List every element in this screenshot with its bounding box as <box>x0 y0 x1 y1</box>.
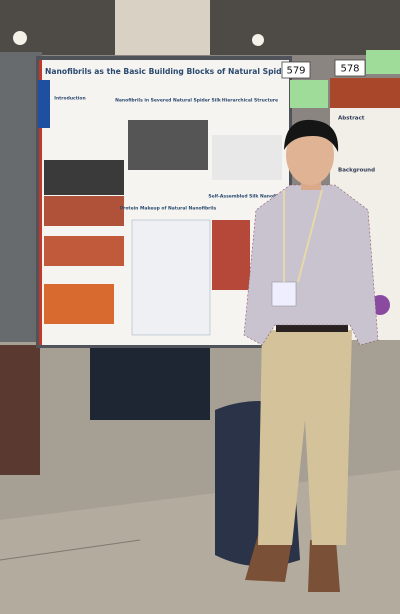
lanyard <box>283 189 323 283</box>
poster-figure <box>44 160 124 195</box>
poster-section-title: Protein Makeup of Natural Nanofibrils <box>120 206 217 212</box>
ribbon <box>38 80 50 128</box>
board-number-text: 579 <box>286 66 305 77</box>
sticky-note <box>290 80 328 108</box>
poster-plot <box>131 219 211 336</box>
left-board <box>0 52 42 342</box>
poster-section-title: Hierarchical Structure <box>222 98 278 104</box>
sticky-note <box>366 50 400 74</box>
shirt <box>244 185 378 345</box>
board-number <box>334 59 366 77</box>
poster-title: Nanofibrils as the Basic Building Blocks… <box>45 67 310 76</box>
floor-crack <box>0 539 141 561</box>
right-section: Abstract <box>338 116 365 122</box>
poster-figure <box>212 220 250 290</box>
right-section: Background <box>338 168 375 174</box>
ceiling-light <box>13 31 27 45</box>
board-number-text: 578 <box>340 64 359 75</box>
poster-figure <box>44 196 124 226</box>
hair <box>284 119 339 152</box>
name-badge <box>271 281 297 307</box>
poster-figure <box>212 135 282 180</box>
bag-background <box>90 345 210 420</box>
board-number <box>281 61 311 79</box>
face <box>286 125 334 185</box>
shoe <box>245 535 292 582</box>
floor-patch <box>0 470 400 614</box>
poster-section-title: Introduction <box>54 96 85 102</box>
poster-figure <box>44 236 124 266</box>
legs-left <box>0 345 40 475</box>
ceiling-light <box>252 34 264 46</box>
poster-border <box>39 60 42 345</box>
poster-figure <box>128 120 208 170</box>
pillar <box>115 0 210 55</box>
poster-figure <box>44 284 114 324</box>
poster-sections: Introduction Nanofibrils in Severed Natur… <box>54 96 288 212</box>
right-poster-header <box>330 78 400 108</box>
shirt-plaid <box>243 184 379 346</box>
poster-section-title: Nanofibrils in Severed Natural Spider Si… <box>115 98 222 104</box>
pants <box>258 330 352 545</box>
poster-section-title: Self-Assembled Silk Nanofibrils <box>208 194 288 200</box>
shoe <box>308 540 340 592</box>
